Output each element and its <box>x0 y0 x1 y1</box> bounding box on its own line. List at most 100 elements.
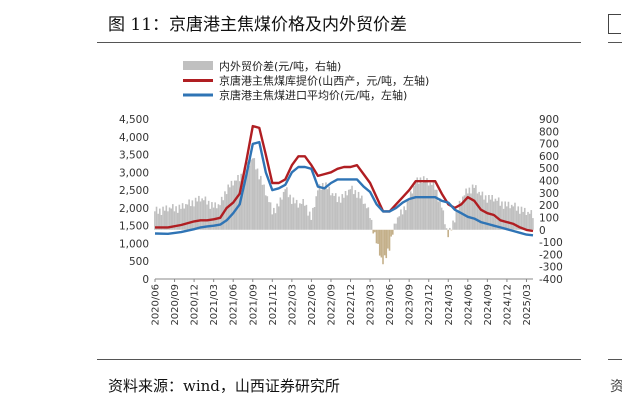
spread-bar <box>225 194 228 230</box>
spread-bar <box>297 207 300 230</box>
spread-bar <box>491 195 493 230</box>
spread-bar <box>343 197 345 230</box>
spread-bar <box>509 208 511 230</box>
legend-label: 京唐港主焦煤进口平均价(元/吨，左轴) <box>219 88 407 102</box>
spread-bar <box>517 206 520 230</box>
x-tick-label: 2024/03 <box>444 284 455 326</box>
spread-bar <box>470 193 472 230</box>
spread-bar <box>400 209 402 230</box>
spread-bar <box>408 200 410 230</box>
spread-bar <box>170 208 172 230</box>
spread-bar <box>201 198 203 230</box>
x-axis: 2020/06 2020/09 2020/12 2021/03 2021/06 2021/… <box>151 278 533 326</box>
spread-bar <box>431 184 433 230</box>
spread-bar <box>416 177 419 230</box>
x-tick-label: 2021/12 <box>268 284 279 326</box>
spread-bars <box>154 158 534 265</box>
spread-bar <box>409 191 412 230</box>
spread-bar <box>204 196 207 230</box>
spread-bar <box>211 202 213 230</box>
spread-bar <box>256 168 259 230</box>
spread-bar <box>494 198 497 230</box>
spread-bar <box>290 203 293 230</box>
spread-bar <box>447 229 449 238</box>
spread-bar <box>382 229 384 265</box>
neighbor-source-fragment: 资 <box>610 379 622 395</box>
spread-bar <box>406 199 409 230</box>
spread-bar <box>465 188 467 230</box>
spread-bar <box>421 183 423 230</box>
spread-bar <box>185 204 187 230</box>
spread-bar <box>473 187 476 230</box>
spread-bar <box>452 220 454 230</box>
spread-bar <box>188 199 190 230</box>
spread-bar <box>178 204 181 230</box>
spread-bar <box>411 193 414 230</box>
spread-bar <box>333 195 335 230</box>
spread-bar <box>356 197 358 230</box>
page-title: 图 11：京唐港主焦煤价格及内外贸价差 <box>108 15 408 35</box>
spread-bar <box>364 203 366 230</box>
left-tick-label: 4,000 <box>119 132 149 144</box>
price-lines <box>154 124 534 237</box>
spread-bar <box>429 182 432 230</box>
spread-bar <box>519 213 521 230</box>
spread-bar <box>264 195 267 230</box>
spread-bar <box>344 191 347 230</box>
spread-bar <box>338 196 340 230</box>
spread-bar <box>154 211 156 230</box>
spread-bar <box>527 211 529 230</box>
spread-bar <box>523 207 526 230</box>
spread-bar <box>440 207 443 230</box>
spread-bar <box>437 201 440 230</box>
spread-bar <box>357 191 360 230</box>
left-tick-label: 1,000 <box>119 238 149 250</box>
spread-bar <box>260 175 262 230</box>
spread-bar <box>186 204 189 230</box>
spread-bar <box>237 175 239 230</box>
x-tick-label: 2021/06 <box>229 284 240 326</box>
x-tick-label: 2024/09 <box>483 284 494 326</box>
spread-bar <box>370 219 373 230</box>
spread-bar <box>405 210 407 230</box>
x-tick-label: 2022/06 <box>307 284 318 326</box>
spread-bar <box>466 193 469 230</box>
spread-bar <box>232 185 234 230</box>
spread-bar <box>158 208 161 230</box>
spread-bar <box>263 184 265 230</box>
spread-bar <box>374 229 376 233</box>
spread-bar <box>295 199 298 230</box>
spread-bar <box>387 229 389 249</box>
neighbor-figure-fragment <box>608 14 621 34</box>
spread-bar <box>165 205 168 230</box>
spread-bar <box>444 224 446 230</box>
spread-bar <box>514 202 516 230</box>
spread-bar <box>271 214 274 230</box>
spread-bar <box>162 206 164 230</box>
spread-bar <box>377 229 379 244</box>
spread-bar <box>206 204 208 230</box>
spread-bar <box>497 197 500 230</box>
spread-bar <box>300 203 303 230</box>
right-tick-label: -400 <box>539 274 563 286</box>
spread-bar <box>354 190 357 230</box>
spread-bar <box>321 183 324 230</box>
spread-bar <box>315 196 317 230</box>
spread-bar <box>463 195 466 230</box>
spread-bar <box>442 210 445 230</box>
x-tick-label: 2021/03 <box>209 284 220 326</box>
spread-bar <box>365 208 368 230</box>
spread-bar <box>449 227 451 230</box>
spread-bar <box>160 215 163 230</box>
spread-bar <box>202 200 205 230</box>
spread-bar <box>167 211 169 230</box>
spread-bar <box>445 228 448 230</box>
spread-bar <box>398 216 401 230</box>
spread-bar <box>478 191 480 230</box>
x-tick-label: 2022/12 <box>346 284 357 326</box>
right-axis: -400-300-200-100010020030040050060070080… <box>539 114 563 286</box>
spread-bar <box>393 223 396 230</box>
left-tick-label: 0 <box>142 274 149 286</box>
spread-bar <box>432 181 435 230</box>
spread-bar <box>486 202 489 230</box>
